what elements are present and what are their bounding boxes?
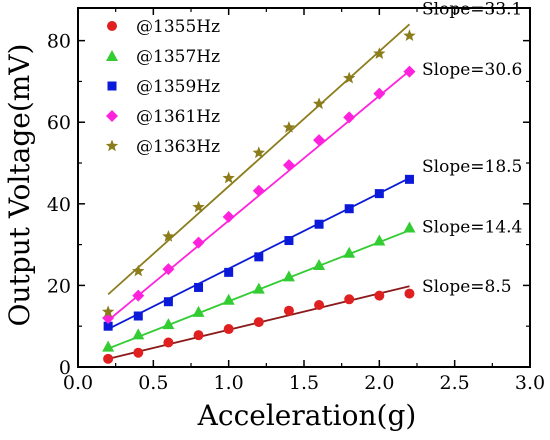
legend-marker-1363hz xyxy=(105,139,119,152)
fit-line-1363hz xyxy=(107,23,411,296)
data-point-1357hz xyxy=(192,305,205,317)
x-tick-label: 3.0 xyxy=(515,372,545,394)
data-point-1355hz xyxy=(374,290,385,301)
series-1363hz: Slope=33.1 xyxy=(101,0,522,318)
data-point-1359hz xyxy=(344,204,354,214)
slope-label-1355hz: Slope=8.5 xyxy=(422,277,512,297)
x-tick-label: 1.0 xyxy=(214,372,244,394)
y-tick-label: 40 xyxy=(47,194,71,216)
data-point-1361hz xyxy=(252,184,265,197)
data-point-1363hz xyxy=(282,121,296,133)
data-point-1363hz xyxy=(252,146,265,159)
data-point-1363hz xyxy=(343,71,356,84)
data-point-1357hz xyxy=(252,282,265,294)
data-point-1363hz xyxy=(312,97,326,110)
x-tick-label: 1.5 xyxy=(289,372,319,394)
plot-area: 0.0 0.5 1.0 1.5 2.0 2.5 3.0 0 20 40 60 80 Slope=8.5 S… xyxy=(47,0,545,394)
data-point-1355hz xyxy=(344,294,355,305)
data-point-1361hz xyxy=(403,65,416,78)
data-point-1363hz xyxy=(222,171,235,184)
series-1359hz: Slope=18.5 xyxy=(103,157,522,331)
data-point-1361hz xyxy=(373,87,386,100)
data-point-1357hz xyxy=(343,246,356,258)
slope-label-1361hz: Slope=30.6 xyxy=(422,60,522,80)
data-point-1357hz xyxy=(282,270,295,282)
legend-marker-1361hz xyxy=(106,110,118,122)
data-point-1355hz xyxy=(404,288,415,299)
data-point-1357hz xyxy=(102,340,115,352)
data-point-1355hz xyxy=(314,299,325,310)
data-point-1361hz xyxy=(132,289,145,302)
data-point-1359hz xyxy=(194,282,204,292)
data-point-1359hz xyxy=(314,219,324,229)
data-point-1361hz xyxy=(343,111,356,124)
data-point-1363hz xyxy=(403,29,416,41)
x-tick-label: 2.0 xyxy=(364,372,394,394)
data-point-1359hz xyxy=(163,297,173,307)
data-point-1355hz xyxy=(163,337,174,348)
data-point-1363hz xyxy=(373,47,386,59)
data-point-1357hz xyxy=(162,318,175,330)
data-point-1359hz xyxy=(374,189,384,199)
data-point-1359hz xyxy=(254,252,264,262)
data-point-1355hz xyxy=(283,305,294,316)
y-tick-label: 60 xyxy=(47,112,71,134)
data-point-1357hz xyxy=(373,234,386,246)
data-point-1361hz xyxy=(313,134,326,147)
legend-label-1361hz: @1361Hz xyxy=(136,107,220,127)
y-axis-title: Output Voltage(mV) xyxy=(3,44,36,327)
data-point-1359hz xyxy=(133,311,143,321)
series-1355hz: Slope=8.5 xyxy=(103,277,512,364)
data-point-1355hz xyxy=(103,353,114,364)
data-point-1363hz xyxy=(162,229,175,242)
legend-marker-1359hz xyxy=(107,81,117,91)
slope-label-1357hz: Slope=14.4 xyxy=(422,217,522,237)
y-tick-label: 0 xyxy=(59,357,71,379)
data-point-1355hz xyxy=(193,330,204,341)
x-tick-label: 2.5 xyxy=(440,372,470,394)
series-1357hz: Slope=14.4 xyxy=(102,217,522,352)
x-tick-label: 0.0 xyxy=(63,372,93,394)
y-tick-label: 20 xyxy=(47,275,71,297)
data-point-1357hz xyxy=(403,221,416,233)
slope-label-1359hz: Slope=18.5 xyxy=(422,157,522,177)
data-point-1361hz xyxy=(282,159,295,172)
legend-label-1363hz: @1363Hz xyxy=(136,137,220,157)
data-point-1359hz xyxy=(103,321,113,331)
legend: @1355Hz @1357Hz @1359Hz @1361Hz @1363Hz xyxy=(105,17,220,157)
data-point-1359hz xyxy=(284,236,294,246)
data-point-1363hz xyxy=(192,200,205,213)
slope-label-1363hz: Slope=33.1 xyxy=(422,0,522,19)
data-point-1363hz xyxy=(132,264,145,277)
data-point-1357hz xyxy=(222,293,235,305)
legend-marker-1355hz xyxy=(107,21,117,31)
data-point-1361hz xyxy=(162,263,175,276)
legend-label-1357hz: @1357Hz xyxy=(136,47,220,67)
data-point-1363hz xyxy=(101,305,115,318)
data-point-1357hz xyxy=(313,259,326,271)
x-axis-title: Acceleration(g) xyxy=(197,399,417,432)
y-tick-label: 80 xyxy=(47,31,71,53)
data-point-1355hz xyxy=(253,317,264,328)
series-1361hz: Slope=30.6 xyxy=(102,60,522,325)
data-point-1355hz xyxy=(223,324,234,335)
data-point-1361hz xyxy=(222,210,235,223)
legend-marker-1357hz xyxy=(106,50,118,61)
legend-label-1355hz: @1355Hz xyxy=(136,17,220,37)
data-point-1359hz xyxy=(224,267,234,277)
data-point-1361hz xyxy=(192,236,205,249)
data-point-1359hz xyxy=(404,174,414,184)
data-point-1355hz xyxy=(133,347,144,358)
x-tick-label: 0.5 xyxy=(138,372,168,394)
data-point-1357hz xyxy=(132,328,145,340)
legend-label-1359hz: @1359Hz xyxy=(136,77,220,97)
